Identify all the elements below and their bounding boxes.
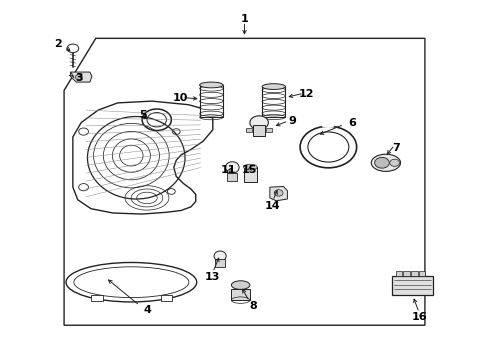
Text: 6: 6: [347, 118, 355, 128]
Ellipse shape: [243, 164, 257, 170]
Ellipse shape: [214, 251, 226, 261]
Text: 5: 5: [139, 111, 146, 121]
Text: 14: 14: [264, 201, 280, 211]
Circle shape: [374, 157, 388, 168]
Text: 9: 9: [288, 116, 296, 126]
Polygon shape: [269, 186, 287, 201]
Text: 10: 10: [172, 93, 187, 103]
Bar: [262, 87, 285, 117]
Ellipse shape: [262, 84, 285, 89]
Bar: [91, 295, 103, 301]
Bar: [252, 125, 265, 136]
Text: 13: 13: [204, 272, 220, 282]
Bar: [231, 289, 249, 300]
Bar: [395, 271, 401, 276]
Text: 4: 4: [143, 305, 151, 315]
Ellipse shape: [231, 281, 249, 289]
Bar: [243, 167, 257, 182]
Ellipse shape: [199, 82, 223, 88]
Bar: [199, 85, 223, 117]
Ellipse shape: [370, 154, 400, 171]
Circle shape: [389, 159, 399, 166]
Ellipse shape: [225, 162, 239, 173]
Bar: [246, 128, 252, 132]
Text: 16: 16: [410, 312, 426, 322]
Bar: [265, 128, 271, 132]
Bar: [227, 173, 237, 181]
Text: 15: 15: [241, 165, 257, 175]
Bar: [391, 276, 432, 296]
Bar: [215, 259, 224, 267]
Bar: [410, 271, 417, 276]
Text: 2: 2: [54, 39, 62, 49]
Polygon shape: [70, 72, 92, 82]
Bar: [418, 271, 425, 276]
Ellipse shape: [249, 116, 268, 130]
Text: 8: 8: [249, 301, 257, 311]
Circle shape: [75, 75, 82, 80]
Text: 1: 1: [240, 14, 248, 24]
Text: 7: 7: [391, 143, 399, 153]
Bar: [403, 271, 409, 276]
Text: 11: 11: [221, 165, 236, 175]
Bar: [160, 295, 172, 301]
Text: 3: 3: [75, 73, 82, 83]
Text: 12: 12: [299, 89, 314, 99]
Circle shape: [274, 190, 283, 196]
